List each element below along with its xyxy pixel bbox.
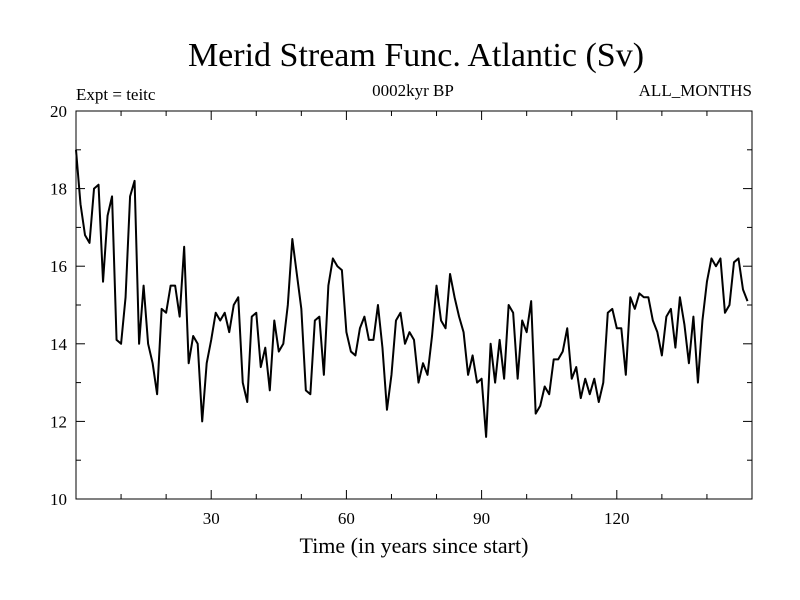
x-tick-label: 90 (473, 509, 490, 528)
y-tick-label: 16 (50, 257, 67, 276)
x-tick-label: 60 (338, 509, 355, 528)
y-tick-label: 14 (50, 335, 68, 354)
chart-axes: 30 60 90 120 10 12 14 16 18 20 (50, 102, 752, 528)
x-tick-label: 120 (604, 509, 630, 528)
y-tick-label: 12 (50, 412, 67, 431)
x-axis-label: Time (in years since start) (300, 533, 529, 558)
y-tick-label: 20 (50, 102, 67, 121)
period-label: 0002kyr BP (372, 81, 454, 100)
months-label: ALL_MONTHS (639, 81, 752, 100)
y-tick-label: 18 (50, 180, 67, 199)
x-tick-label: 30 (203, 509, 220, 528)
series-line (75, 149, 749, 438)
experiment-label: Expt = teitc (76, 85, 156, 104)
chart-title: Merid Stream Func. Atlantic (Sv) (188, 37, 644, 74)
y-tick-label: 10 (50, 490, 67, 509)
chart-series (75, 149, 749, 438)
plot-frame (75, 110, 753, 500)
